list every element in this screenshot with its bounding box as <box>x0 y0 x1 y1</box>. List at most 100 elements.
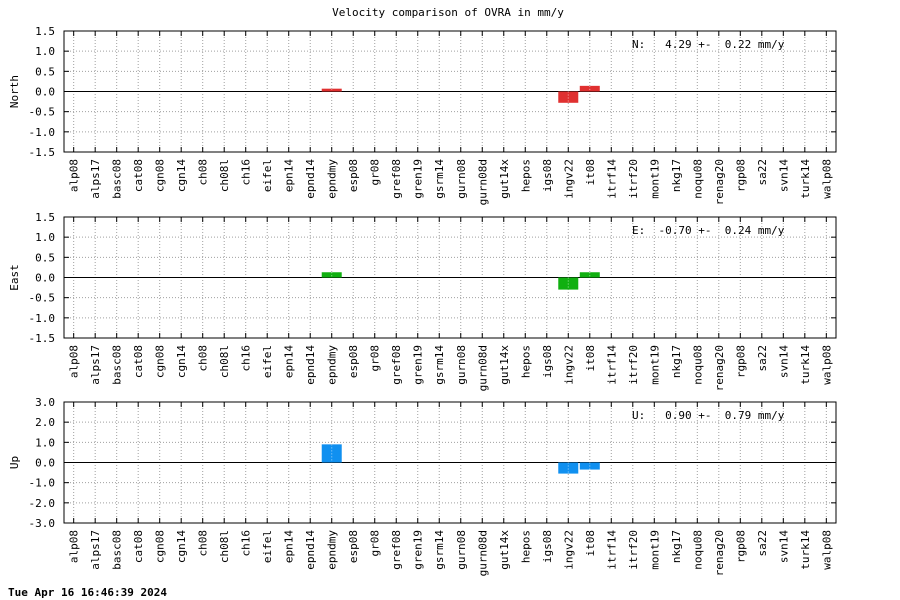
x-tick-label-noqu08: noqu08 <box>691 159 704 199</box>
x-tick-label-ch08: ch08 <box>197 530 210 557</box>
x-tick-label-cgn08: cgn08 <box>154 159 167 192</box>
x-tick-label-epn14: epn14 <box>283 159 296 192</box>
x-tick-label-itrf20: itrf20 <box>627 159 640 199</box>
x-tick-label-cgn08: cgn08 <box>154 530 167 563</box>
x-tick-label-epnd14: epnd14 <box>304 530 317 570</box>
y-tick-label: 0.0 <box>35 86 55 99</box>
x-tick-label-cat08: cat08 <box>132 159 145 192</box>
y-axis-label: North <box>8 75 21 108</box>
bar-epndmy <box>321 272 342 278</box>
y-tick-label: 0.5 <box>35 65 55 78</box>
x-tick-label-gut14x: gut14x <box>498 530 511 570</box>
panel-east: 1.5 1.0 0.5 0.0 -0.5 -1.0 -1.5 alp08 alps17 basc0… <box>8 211 837 391</box>
x-tick-label-cgn14: cgn14 <box>175 530 188 563</box>
x-tick-label-basc08: basc08 <box>111 530 124 570</box>
x-tick-label-renag20: renag20 <box>713 530 726 576</box>
y-tick-label: -1.0 <box>29 126 56 139</box>
x-tick-label-ch08: ch08 <box>197 159 210 186</box>
bar-it08 <box>579 272 600 278</box>
x-tick-label-walp08: walp08 <box>820 530 833 570</box>
panel-up: 3.0 2.0 1.0 0.0 -1.0 -2.0 -3.0 alp08 alps17 basc0… <box>8 396 837 576</box>
x-tick-label-sa22: sa22 <box>756 159 769 186</box>
x-tick-label-gref08: gref08 <box>390 345 403 385</box>
x-tick-label-turk14: turk14 <box>799 345 812 385</box>
x-tick-label-gurn08d: gurn08d <box>476 345 489 391</box>
x-tick-label-gren19: gren19 <box>412 530 425 570</box>
x-tick-label-gr08: gr08 <box>369 530 382 557</box>
x-tick-label-mont19: mont19 <box>648 530 661 570</box>
y-axis-label: East <box>8 264 21 291</box>
x-tick-label-gsrm14: gsrm14 <box>433 159 446 199</box>
bar-ingv22 <box>558 91 579 103</box>
x-tick-label-eifel: eifel <box>261 530 274 563</box>
x-tick-label-ch16: ch16 <box>240 530 253 557</box>
x-tick-label-cgn08: cgn08 <box>154 345 167 378</box>
x-tick-label-nkg17: nkg17 <box>670 530 683 563</box>
x-tick-label-svn14: svn14 <box>777 530 790 563</box>
x-tick-label-mont19: mont19 <box>648 159 661 199</box>
x-tick-label-alps17: alps17 <box>89 345 102 385</box>
x-tick-label-gurn08d: gurn08d <box>476 530 489 576</box>
y-axis-label: Up <box>8 456 21 469</box>
x-tick-label-renag20: renag20 <box>713 159 726 205</box>
x-tick-label-epn14: epn14 <box>283 530 296 563</box>
x-tick-label-esp08: esp08 <box>347 530 360 563</box>
x-tick-label-ingv22: ingv22 <box>562 530 575 570</box>
y-tick-label: 1.5 <box>35 25 55 38</box>
x-tick-label-alps17: alps17 <box>89 530 102 570</box>
x-tick-label-hepos: hepos <box>519 345 532 378</box>
x-tick-label-svn14: svn14 <box>777 345 790 378</box>
panel-north: 1.5 1.0 0.5 0.0 -0.5 -1.0 -1.5 alp08 alps17 basc0… <box>8 25 837 205</box>
x-tick-label-ch08l: ch08l <box>218 159 231 192</box>
x-tick-label-ch16: ch16 <box>240 345 253 372</box>
x-tick-label-epnd14: epnd14 <box>304 345 317 385</box>
y-tick-label: -1.5 <box>29 146 56 159</box>
x-tick-label-it08: it08 <box>584 159 597 186</box>
x-tick-label-turk14: turk14 <box>799 530 812 570</box>
x-tick-label-rgp08: rgp08 <box>734 345 747 378</box>
y-tick-label: -1.0 <box>29 312 56 325</box>
y-tick-label: 1.0 <box>35 436 55 449</box>
x-tick-label-turk14: turk14 <box>799 159 812 199</box>
x-tick-label-itrf14: itrf14 <box>605 345 618 385</box>
x-tick-label-ingv22: ingv22 <box>562 159 575 199</box>
x-tick-label-itrf20: itrf20 <box>627 530 640 570</box>
x-tick-label-it08: it08 <box>584 345 597 372</box>
velocity-annotation: N: 4.29 +- 0.22 mm/y <box>632 38 785 51</box>
x-tick-label-ch08: ch08 <box>197 345 210 372</box>
y-tick-label: 0.5 <box>35 251 55 264</box>
x-tick-label-cat08: cat08 <box>132 345 145 378</box>
x-tick-label-gsrm14: gsrm14 <box>433 530 446 570</box>
x-tick-label-svn14: svn14 <box>777 159 790 192</box>
plot-frame <box>63 401 837 524</box>
x-tick-label-igs08: igs08 <box>541 345 554 378</box>
x-tick-label-gut14x: gut14x <box>498 345 511 385</box>
y-tick-label: 2.0 <box>35 416 55 429</box>
x-tick-label-walp08: walp08 <box>820 159 833 199</box>
x-tick-label-gr08: gr08 <box>369 345 382 372</box>
velocity-annotation: E: -0.70 +- 0.24 mm/y <box>632 224 785 237</box>
x-tick-label-ch16: ch16 <box>240 159 253 186</box>
y-tick-label: -3.0 <box>29 517 56 530</box>
plot-frame <box>63 30 837 153</box>
x-tick-label-gurn08: gurn08 <box>455 159 468 199</box>
y-tick-label: 1.0 <box>35 45 55 58</box>
x-tick-label-epndmy: epndmy <box>326 159 339 199</box>
x-tick-label-renag20: renag20 <box>713 345 726 391</box>
x-tick-label-cat08: cat08 <box>132 530 145 563</box>
x-tick-label-gurn08: gurn08 <box>455 345 468 385</box>
bar-epndmy <box>321 88 342 92</box>
x-tick-label-noqu08: noqu08 <box>691 345 704 385</box>
x-tick-label-hepos: hepos <box>519 530 532 563</box>
x-tick-label-eifel: eifel <box>261 345 274 378</box>
x-tick-label-gren19: gren19 <box>412 345 425 385</box>
x-tick-label-sa22: sa22 <box>756 345 769 372</box>
x-tick-label-itrf14: itrf14 <box>605 530 618 570</box>
y-tick-label: -1.0 <box>29 477 56 490</box>
timestamp-footer: Tue Apr 16 16:46:39 2024 <box>8 586 167 599</box>
x-tick-label-gurn08: gurn08 <box>455 530 468 570</box>
x-tick-label-cgn14: cgn14 <box>175 159 188 192</box>
x-tick-label-igs08: igs08 <box>541 159 554 192</box>
x-tick-label-gref08: gref08 <box>390 159 403 199</box>
